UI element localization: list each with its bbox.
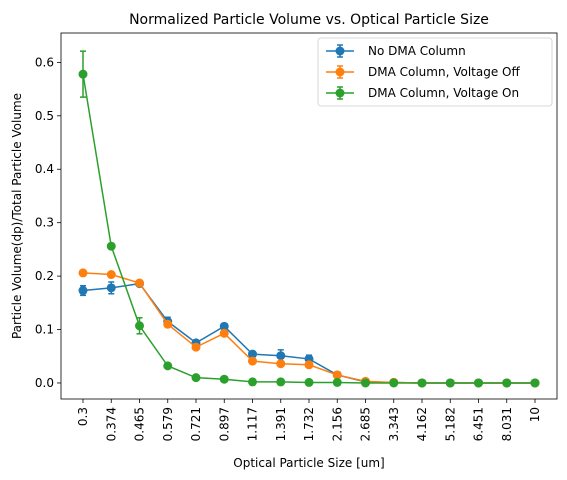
x-tick-label: 0.3 (76, 407, 90, 426)
x-tick-label: 1.732 (302, 407, 316, 441)
data-point (163, 319, 173, 329)
data-point (304, 377, 314, 387)
legend-swatch-marker (335, 67, 345, 77)
y-tick-label: 0.4 (35, 162, 54, 176)
data-point (530, 378, 540, 388)
data-point (248, 377, 257, 387)
series-line (82, 74, 535, 384)
y-tick-label: 0.3 (35, 216, 54, 230)
data-point (248, 356, 257, 366)
data-point (106, 241, 116, 251)
data-point (417, 378, 427, 388)
x-tick-label: 0.579 (161, 407, 175, 441)
data-point (106, 283, 116, 293)
series-group (78, 50, 540, 388)
series-3 (78, 50, 540, 388)
x-tick-label: 4.162 (415, 407, 429, 441)
legend-swatch-marker (335, 46, 345, 56)
x-axis-label: Optical Particle Size [um] (233, 456, 384, 470)
data-point (219, 374, 229, 384)
legend-label: DMA Column, Voltage On (368, 86, 519, 100)
data-point (276, 351, 286, 361)
x-tick-label: 0.374 (104, 407, 118, 441)
data-point (389, 378, 399, 388)
x-tick-label: 0.721 (189, 407, 203, 441)
chart-title: Normalized Particle Volume vs. Optical P… (129, 12, 489, 28)
data-point (502, 378, 512, 388)
series-2 (78, 268, 540, 388)
x-tick-label: 1.117 (246, 407, 260, 441)
data-point (332, 377, 342, 387)
x-tick-label: 5.182 (443, 407, 457, 441)
y-tick-label: 0.0 (35, 376, 54, 390)
x-tick-label: 1.391 (274, 407, 288, 441)
data-point (304, 360, 314, 370)
data-point (276, 359, 286, 369)
data-point (276, 377, 286, 387)
x-tick-label: 10 (528, 407, 542, 422)
data-point (219, 328, 229, 338)
legend: No DMA Column DMA Column, Voltage Off DMA … (317, 37, 553, 107)
legend-box (317, 37, 553, 107)
data-point (474, 378, 483, 388)
data-point (163, 361, 173, 371)
y-tick-label: 0.5 (35, 109, 54, 123)
x-tick-label: 6.451 (472, 407, 486, 441)
x-tick-label: 3.343 (387, 407, 401, 441)
x-tick-label: 0.465 (133, 407, 147, 441)
y-axis-label: Particle Volume(dp)/Total Particle Volum… (10, 93, 24, 339)
legend-label: No DMA Column (368, 44, 466, 58)
x-tick-label: 2.685 (359, 407, 373, 441)
y-tick-label: 0.6 (35, 55, 54, 69)
data-point (78, 69, 88, 79)
data-point (361, 378, 370, 388)
legend-swatch-marker (335, 88, 345, 98)
data-point (106, 270, 116, 280)
data-point (78, 286, 88, 296)
data-point (445, 378, 455, 388)
data-point (332, 370, 342, 380)
data-point (191, 373, 201, 383)
data-point (191, 342, 201, 352)
data-point (78, 268, 88, 278)
y-tick-label: 0.1 (35, 323, 54, 337)
x-tick-label: 0.897 (217, 407, 231, 441)
data-point (135, 321, 144, 331)
data-point (219, 321, 229, 331)
y-tick-label: 0.2 (35, 269, 54, 283)
axes-group: 0.0 0.1 0.2 0.3 0.4 0.5 0.6 0.3 0.374 0.465 0.579 0… (35, 55, 542, 441)
legend-label: DMA Column, Voltage Off (368, 65, 520, 79)
data-point (135, 278, 144, 288)
plot-frame (60, 32, 558, 400)
x-tick-label: 8.031 (500, 407, 514, 441)
data-point (248, 349, 257, 359)
x-tick-label: 2.156 (330, 407, 344, 441)
